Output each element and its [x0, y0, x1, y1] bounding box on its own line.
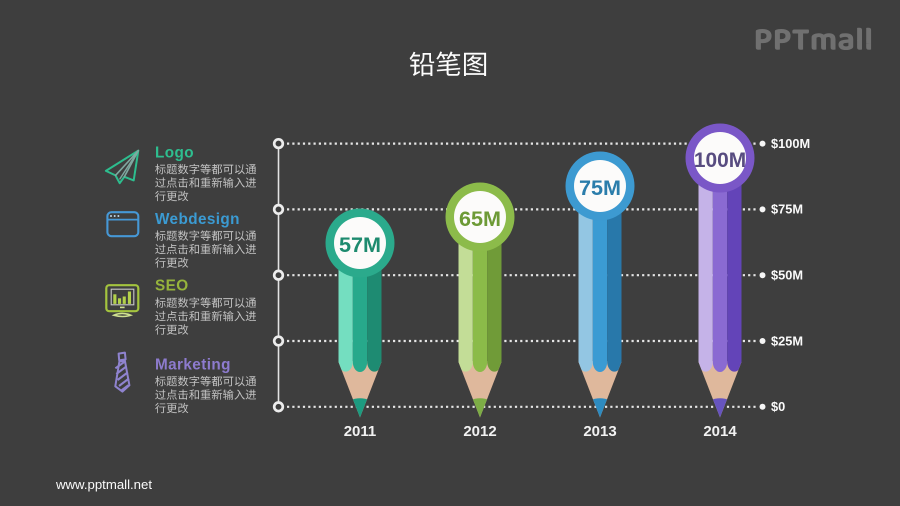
svg-text:$25M: $25M — [771, 333, 803, 348]
svg-text:2013: 2013 — [583, 423, 616, 440]
svg-text:$0: $0 — [771, 399, 785, 414]
svg-text:SEO: SEO — [155, 278, 189, 295]
svg-text:Webdesign: Webdesign — [155, 211, 240, 228]
svg-text:www.pptmall.net: www.pptmall.net — [55, 477, 152, 492]
svg-text:2012: 2012 — [463, 423, 496, 440]
svg-text:57M: 57M — [339, 232, 381, 257]
svg-text:$50M: $50M — [771, 268, 803, 283]
svg-text:75M: 75M — [579, 175, 621, 200]
svg-text:Logo: Logo — [155, 145, 194, 162]
svg-text:100M: 100M — [694, 149, 746, 172]
svg-text:2011: 2011 — [344, 423, 377, 440]
svg-text:Marketing: Marketing — [155, 357, 231, 374]
svg-text:65M: 65M — [459, 206, 501, 231]
svg-text:$75M: $75M — [771, 202, 803, 217]
svg-text:2014: 2014 — [703, 423, 737, 440]
svg-text:$100M: $100M — [771, 136, 810, 151]
